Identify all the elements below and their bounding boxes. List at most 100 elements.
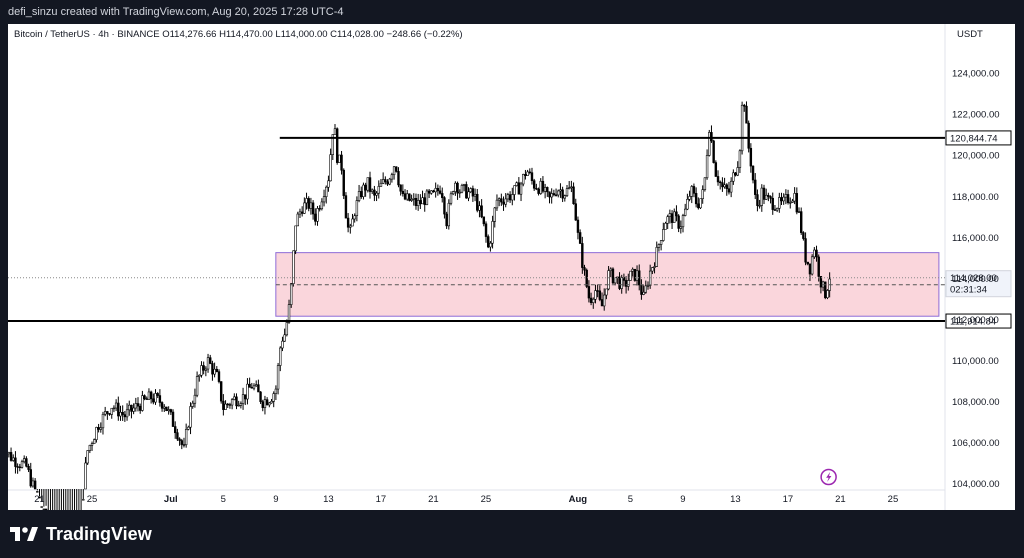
candle-body <box>114 402 118 409</box>
candle-body <box>132 407 135 412</box>
candle-body <box>703 177 707 190</box>
candle-body <box>371 189 374 192</box>
candle-body <box>176 432 179 440</box>
candle-body <box>187 426 190 430</box>
candle-body <box>620 277 623 289</box>
y-tick-label: 110,000.00 <box>952 356 999 367</box>
ohlc-close: C114,028.00 <box>330 29 384 40</box>
candle-body <box>384 179 387 183</box>
candle-body <box>123 414 127 418</box>
candle-body <box>594 290 597 300</box>
candle-body <box>169 409 173 413</box>
candle-body <box>434 188 437 193</box>
candle-body <box>108 413 111 415</box>
candle-body <box>276 365 280 390</box>
candle-body <box>550 193 553 198</box>
candle-body <box>648 270 652 286</box>
candle-body <box>263 399 267 408</box>
candle-body <box>476 193 479 211</box>
candle-body <box>659 240 663 245</box>
candle-body <box>254 384 258 387</box>
candle-body <box>204 368 208 371</box>
candle-body <box>191 402 194 407</box>
candle-body <box>583 267 586 271</box>
candle-body <box>233 396 236 400</box>
candle-body <box>627 280 630 287</box>
candle-body <box>749 147 753 167</box>
symbol-name[interactable]: Bitcoin / TetherUS · 4h · BINANCE <box>14 29 160 40</box>
bottom-bar <box>0 510 1024 558</box>
candle-body <box>340 154 343 171</box>
candle-body <box>789 202 792 204</box>
candle-body <box>441 193 444 198</box>
candle-body <box>307 198 310 209</box>
candle-body <box>819 276 823 288</box>
candle-body <box>406 193 409 200</box>
candle-body <box>414 198 418 206</box>
candle-body <box>618 276 621 289</box>
candle-body <box>268 402 271 406</box>
y-tick-label: 118,000.00 <box>952 192 999 203</box>
candle-body <box>802 232 805 239</box>
candle-body <box>589 297 593 303</box>
candle-body <box>156 393 159 396</box>
candle-body <box>725 184 728 190</box>
candle-body <box>390 174 394 180</box>
candle-body <box>327 180 330 188</box>
candle-body <box>425 190 429 206</box>
candle-body <box>686 199 689 210</box>
candle-body <box>600 299 604 307</box>
candle-body <box>546 187 549 193</box>
candle-body <box>375 192 378 196</box>
candle-body <box>215 368 218 372</box>
candle-body <box>167 409 170 411</box>
candle-body <box>31 480 35 487</box>
candle-body <box>511 194 514 201</box>
candle-body <box>147 391 151 400</box>
candle-body <box>443 197 446 215</box>
candle-body <box>178 438 181 441</box>
candle-body <box>478 205 481 211</box>
candle-body <box>373 189 376 196</box>
support-price-tag <box>945 313 1012 329</box>
candle-body <box>653 266 656 268</box>
candle-body <box>432 190 435 193</box>
candle-body <box>530 172 534 181</box>
candle-body <box>603 294 606 307</box>
x-tick-label: 21 <box>835 494 846 505</box>
candle-body <box>745 105 748 124</box>
candle-body <box>294 225 297 252</box>
candle-body <box>780 197 783 202</box>
candle-body <box>493 207 496 222</box>
candle-body <box>716 176 720 183</box>
candle-body <box>392 166 396 176</box>
candle-body <box>465 184 468 199</box>
candle-body <box>782 196 785 202</box>
candle-body <box>195 376 199 396</box>
candle-body <box>793 193 796 202</box>
candle-body <box>657 244 661 248</box>
candle-body <box>246 383 249 400</box>
currency-label[interactable]: USDT <box>957 29 983 40</box>
candle-body <box>252 385 256 389</box>
candle-body <box>257 384 260 393</box>
support-price-label: 111,914.84 <box>950 317 996 328</box>
candle-body <box>93 439 96 444</box>
candle-body <box>84 462 87 490</box>
x-tick-label: 25 <box>481 494 492 505</box>
candle-body <box>270 401 273 404</box>
ohlc-high: H114,470.00 <box>219 29 273 40</box>
candle-body <box>458 191 461 194</box>
candle-body <box>710 132 713 142</box>
candle-body <box>325 186 328 198</box>
candle-body <box>469 188 472 193</box>
candle-body <box>209 357 212 364</box>
candle-body <box>401 190 405 194</box>
candle-body <box>578 232 582 244</box>
candle-body <box>808 263 812 275</box>
candle-body <box>561 189 564 199</box>
tradingview-brand[interactable]: TradingView <box>10 520 152 548</box>
candle-body <box>14 457 17 467</box>
candle-body <box>662 229 665 241</box>
